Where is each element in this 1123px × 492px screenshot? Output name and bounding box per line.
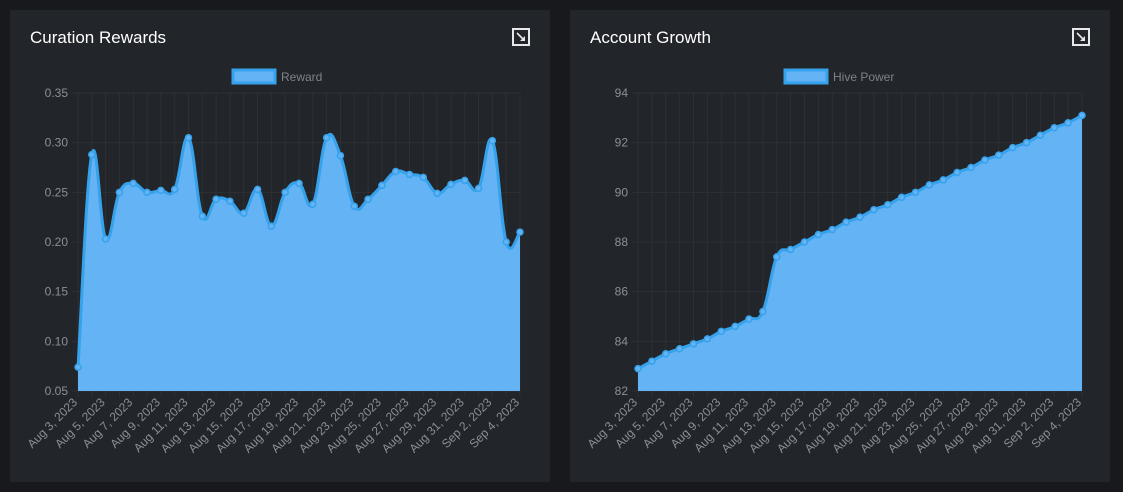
data-point <box>157 186 165 195</box>
card-title: Account Growth <box>590 28 711 47</box>
y-tick-label: 86 <box>615 285 629 299</box>
data-point <box>814 230 823 239</box>
data-point <box>842 218 850 226</box>
data-point <box>253 185 262 194</box>
data-point <box>689 340 698 348</box>
data-point <box>74 363 82 371</box>
data-point <box>295 179 303 188</box>
y-tick-label: 0.35 <box>45 86 69 100</box>
account-growth-card: Account Growth 94 92 90 88 86 84 82 Aug 3, 2023… <box>570 10 1110 482</box>
data-point <box>240 209 248 217</box>
y-tick-label: 94 <box>615 86 629 100</box>
data-point <box>115 188 124 197</box>
data-point <box>884 201 892 209</box>
y-tick-label: 84 <box>615 334 629 348</box>
data-point <box>267 222 276 230</box>
data-point <box>1008 143 1017 152</box>
legend-swatch <box>783 68 829 85</box>
data-point <box>828 225 836 234</box>
data-point <box>129 179 137 188</box>
expand-button[interactable] <box>1072 28 1090 46</box>
data-point <box>184 133 193 142</box>
data-point <box>717 327 725 336</box>
data-point <box>1064 119 1072 127</box>
data-point <box>870 205 878 214</box>
y-tick-label: 82 <box>615 384 629 398</box>
data-point <box>939 176 947 184</box>
data-point <box>925 181 934 189</box>
data-point <box>419 173 428 182</box>
data-point <box>675 345 684 353</box>
data-point <box>1036 131 1045 139</box>
data-point <box>911 188 920 197</box>
data-point <box>648 357 656 365</box>
y-tick-label: 0.15 <box>45 285 69 299</box>
data-point <box>88 150 96 159</box>
data-point <box>322 133 331 142</box>
data-point <box>378 181 386 190</box>
data-point <box>502 238 510 246</box>
legend-label: Hive Power <box>833 70 894 84</box>
data-point <box>198 212 207 220</box>
data-point <box>759 307 767 316</box>
expand-icon <box>516 32 525 41</box>
data-point <box>703 335 712 343</box>
data-point <box>897 193 906 202</box>
y-tick-label: 0.25 <box>45 185 69 199</box>
data-point <box>226 197 234 206</box>
legend-label: Reward <box>281 70 322 84</box>
data-point <box>336 151 345 160</box>
y-tick-label: 88 <box>615 235 629 249</box>
data-point <box>391 167 400 176</box>
data-point <box>405 170 414 179</box>
data-point <box>1022 138 1031 147</box>
y-tick-label: 0.30 <box>45 136 69 150</box>
data-point <box>461 176 469 185</box>
data-point <box>662 350 670 358</box>
y-tick-label: 90 <box>615 185 629 199</box>
data-point <box>101 235 110 243</box>
curation-rewards-card: Curation Rewards 0.35 0.30 0.25 0.20 0.15 0.1… <box>10 10 550 482</box>
data-point <box>856 213 864 221</box>
expand-icon <box>1076 32 1085 41</box>
data-point <box>143 188 151 197</box>
data-point <box>967 163 975 172</box>
data-point <box>309 200 317 209</box>
data-point <box>433 189 441 198</box>
data-point <box>1050 124 1058 132</box>
series-line <box>76 132 522 368</box>
data-point <box>773 253 781 261</box>
data-point <box>953 168 961 177</box>
data-point <box>745 315 753 323</box>
data-point <box>474 184 483 193</box>
data-point <box>634 364 642 373</box>
data-point <box>800 238 809 246</box>
data-point <box>981 156 989 164</box>
data-point <box>488 136 497 145</box>
data-point <box>212 195 220 204</box>
data-point <box>995 151 1003 159</box>
data-point <box>170 185 179 194</box>
series-area <box>78 134 520 392</box>
data-point <box>364 195 372 204</box>
data-point <box>516 228 524 236</box>
data-point <box>786 245 795 254</box>
y-tick-label: 0.10 <box>45 334 69 348</box>
y-tick-label: 0.20 <box>45 235 69 249</box>
data-point <box>350 202 358 210</box>
data-point <box>447 180 455 189</box>
y-tick-label: 92 <box>615 136 629 150</box>
data-point <box>1078 111 1086 120</box>
card-title: Curation Rewards <box>30 28 167 47</box>
data-point <box>731 322 739 331</box>
legend-swatch <box>231 68 277 85</box>
expand-button[interactable] <box>512 28 530 46</box>
y-tick-label: 0.05 <box>45 384 69 398</box>
data-point <box>281 188 289 197</box>
